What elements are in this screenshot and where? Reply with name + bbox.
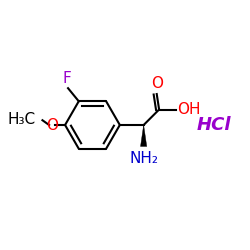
Text: O: O	[151, 76, 163, 91]
Text: F: F	[62, 71, 71, 86]
Text: O: O	[46, 118, 58, 132]
Text: HCl: HCl	[197, 116, 231, 134]
Polygon shape	[140, 125, 147, 146]
Text: H₃C: H₃C	[7, 112, 35, 126]
Text: NH₂: NH₂	[129, 151, 158, 166]
Text: OH: OH	[177, 102, 201, 117]
